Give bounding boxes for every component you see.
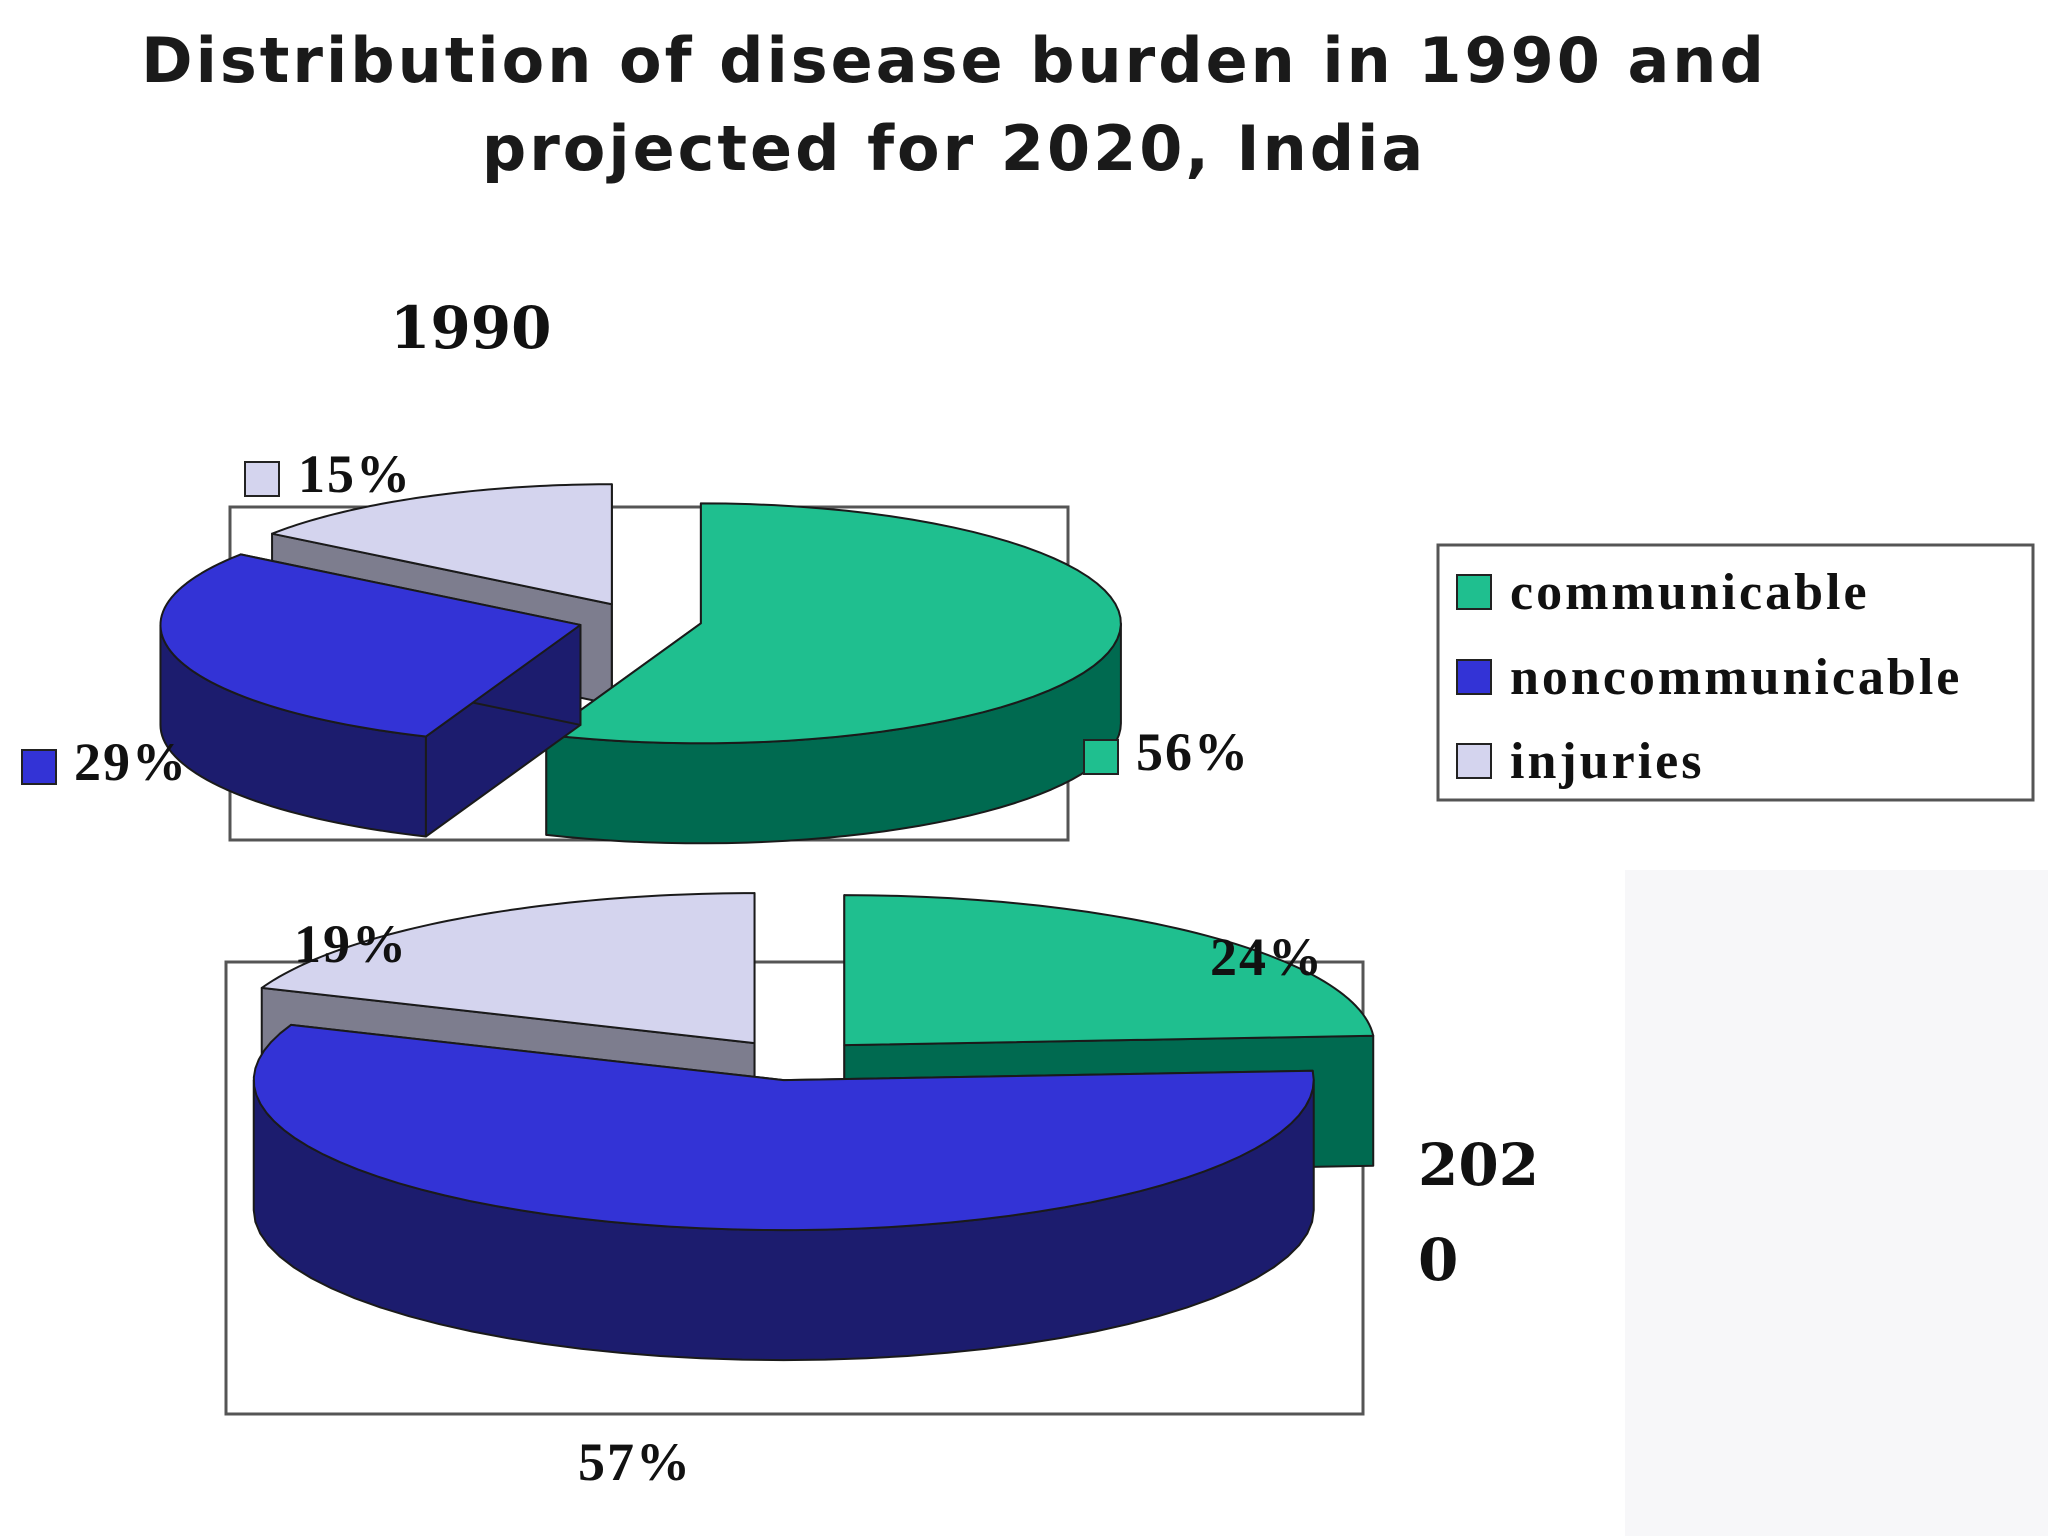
swatch-injuries-1990 — [244, 461, 280, 497]
legend-frame — [1436, 543, 2035, 802]
year-label-2020-line-1: 202 — [1418, 1131, 1539, 1199]
label-noncommunicable-2020: 57% — [578, 1432, 692, 1492]
label-communicable-1990: 56% — [1136, 722, 1250, 782]
legend-swatch-injuries — [1456, 743, 1492, 779]
pie-slice-noncommunicable — [159, 553, 582, 838]
chart-title-line-2: projected for 2020, India — [482, 112, 1426, 185]
swatch-noncommunicable-1990 — [21, 749, 57, 785]
pie-slice-communicable — [545, 502, 1122, 845]
pie-slice-top-noncommunicable — [159, 553, 582, 738]
legend-swatch-communicable — [1456, 574, 1492, 610]
pie-slice-noncommunicable — [252, 1023, 1315, 1362]
swatch-communicable-1990 — [1083, 739, 1119, 775]
year-label-1990: 1990 — [390, 294, 551, 362]
pie-slice-top-injuries — [260, 892, 756, 1045]
label-communicable-2020: 24% — [1210, 927, 1324, 987]
pie-slice-top-communicable — [843, 894, 1375, 1047]
pie-chart-2020 — [252, 892, 1375, 1362]
background-panel — [1625, 870, 2048, 1536]
pie-slice-top-injuries — [271, 483, 613, 606]
pie-chart-1990 — [159, 483, 1122, 845]
legend: communicable noncommunicable injuries — [1436, 543, 2035, 802]
pie-slice-top-noncommunicable — [252, 1023, 1315, 1232]
label-injuries-2020: 19% — [294, 914, 408, 974]
pie-slice-top-communicable — [545, 502, 1122, 745]
legend-label-communicable: communicable — [1510, 564, 1870, 621]
legend-label-injuries: injuries — [1510, 733, 1704, 790]
chart-title-line-1: Distribution of disease burden in 1990 a… — [141, 24, 1767, 97]
legend-label-noncommunicable: noncommunicable — [1510, 649, 1962, 706]
label-noncommunicable-1990: 29% — [74, 732, 188, 792]
legend-swatch-noncommunicable — [1456, 659, 1492, 695]
label-injuries-1990: 15% — [298, 444, 412, 504]
year-label-2020-line-2: 0 — [1418, 1226, 1458, 1294]
